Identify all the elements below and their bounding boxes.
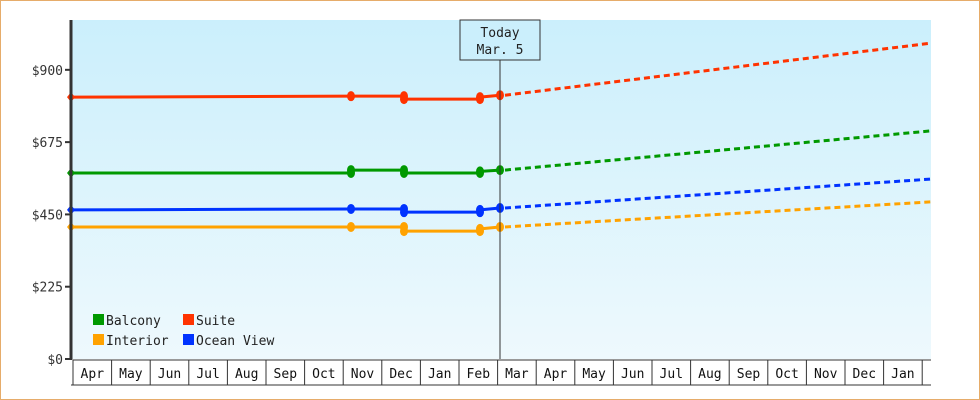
x-tick-label: Jul (196, 367, 219, 382)
legend-label: Suite (196, 314, 235, 329)
y-tick-label: $675 (32, 136, 63, 151)
legend: Balcony Suite Interior Ocean View (93, 314, 274, 349)
legend-item-suite[interactable]: Suite (183, 314, 235, 329)
legend-swatch (93, 314, 104, 325)
today-label-box (459, 19, 541, 61)
today-date: Mar. 5 (477, 43, 524, 58)
x-tick-label: Aug (235, 367, 258, 382)
legend-item-ocean-view[interactable]: Ocean View (183, 334, 274, 349)
forecast-line (504, 177, 932, 210)
today-marker: Today Mar. 5 (459, 19, 541, 359)
data-point[interactable] (400, 167, 408, 178)
legend-swatch (183, 314, 194, 325)
legend-label: Balcony (106, 314, 161, 329)
x-tick-label: Sep (274, 367, 298, 382)
legend-swatch (93, 334, 104, 345)
axes: $0 $225 $450 $675 $900 Apr May Jun Jul Aug Sep Oct N… (32, 20, 931, 386)
data-point[interactable] (476, 92, 484, 103)
x-tick-label: Oct (312, 367, 335, 382)
x-tick-label: May (119, 367, 143, 382)
data-point[interactable] (476, 204, 484, 215)
data-point[interactable] (476, 223, 484, 234)
x-tick-label: Jul (660, 367, 683, 382)
x-tick-label: Jan (891, 367, 914, 382)
data-point[interactable] (347, 221, 355, 232)
x-tick-label: Dec (853, 367, 876, 382)
y-tick-label: $0 (47, 353, 63, 368)
today-label: Today (480, 26, 519, 41)
x-tick-label: Jun (158, 367, 181, 382)
series-interior (67, 200, 932, 237)
data-point[interactable] (400, 94, 408, 105)
x-tick-label: Dec (389, 367, 412, 382)
y-tick-label: $225 (32, 281, 63, 296)
y-tick-label: $900 (32, 64, 63, 79)
x-tick-label: Apr (544, 367, 568, 382)
x-tick-label: Sep (737, 367, 761, 382)
legend-item-balcony[interactable]: Balcony (93, 314, 161, 329)
forecast-line (504, 200, 932, 229)
x-tick-label: Apr (81, 367, 105, 382)
data-point[interactable] (400, 226, 408, 237)
y-tick-label: $450 (32, 208, 63, 223)
x-tick-label: Feb (467, 367, 491, 382)
legend-swatch (183, 334, 194, 345)
x-tick-label: Oct (775, 367, 798, 382)
series-balcony (67, 129, 932, 178)
forecast-line (504, 41, 932, 97)
data-point[interactable] (347, 165, 355, 176)
x-tick-label: Aug (698, 367, 721, 382)
legend-label: Ocean View (196, 334, 274, 349)
data-point[interactable] (476, 166, 484, 177)
x-tick-label: Jun (621, 367, 644, 382)
x-tick-label: Nov (351, 367, 375, 382)
legend-label: Interior (106, 334, 169, 349)
x-tick-label: Nov (814, 367, 838, 382)
data-point[interactable] (347, 203, 355, 214)
data-point[interactable] (347, 91, 355, 102)
x-tick-label: May (582, 367, 606, 382)
x-tick-label: Jan (428, 367, 451, 382)
forecast-line (504, 129, 932, 172)
plot-area (71, 20, 931, 359)
legend-item-interior[interactable]: Interior (93, 334, 169, 349)
data-point[interactable] (400, 207, 408, 218)
x-tick-label: Mar (505, 367, 529, 382)
